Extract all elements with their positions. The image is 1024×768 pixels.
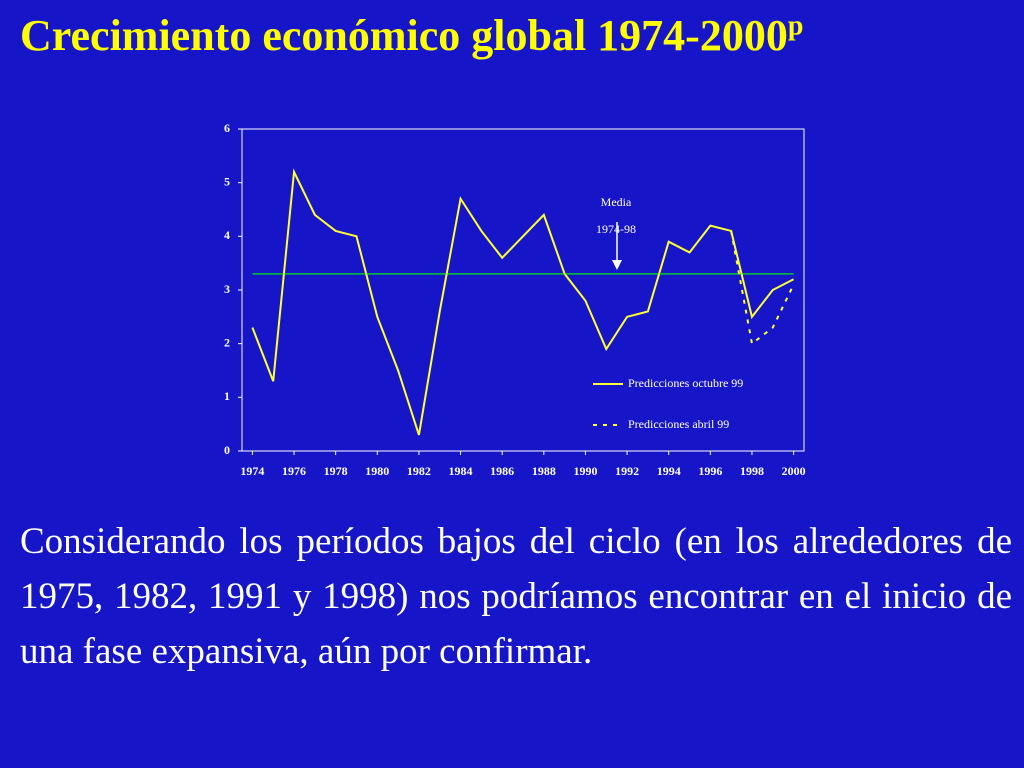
y-tick-label: 2	[224, 335, 230, 349]
y-tick-label: 6	[224, 121, 230, 135]
series-line	[251, 168, 795, 436]
legend-label: Predicciones abril 99	[628, 417, 729, 431]
x-tick-label: 1982	[407, 464, 431, 478]
annotation-arrowhead	[612, 260, 622, 270]
x-tick-label: 1996	[698, 464, 722, 478]
x-tick-label: 1974	[240, 464, 264, 478]
body-text: Considerando los períodos bajos del cicl…	[20, 521, 1012, 672]
y-tick-label: 1	[224, 389, 230, 403]
series-line	[730, 230, 795, 346]
x-tick-label: 1980	[365, 464, 389, 478]
slide-title: Crecimiento económico global 1974-2000p	[20, 10, 803, 61]
x-tick-label: 1978	[324, 464, 348, 478]
chart: 0 1 2 3 4 5 6 1974 1976 1978 1980 1982 1984 1986 1988 1…	[224, 121, 806, 478]
y-tick-label: 5	[224, 174, 230, 188]
x-tick-label: 1986	[490, 464, 514, 478]
x-tick-label: 1992	[615, 464, 639, 478]
title-text: Crecimiento económico global 1974-2000	[20, 11, 788, 60]
annotation: Media	[601, 195, 632, 209]
annotation: 1974-98	[596, 222, 636, 236]
x-tick-label: 1976	[282, 464, 306, 478]
title-superscript: p	[787, 10, 804, 42]
x-tick-label: 1998	[740, 464, 764, 478]
x-tick-label: 2000	[782, 464, 806, 478]
y-tick-label: 0	[224, 443, 230, 457]
x-tick-label: 1988	[532, 464, 556, 478]
legend-label: Predicciones octubre 99	[628, 376, 743, 390]
x-tick-label: 1984	[449, 464, 473, 478]
x-tick-label: 1994	[657, 464, 681, 478]
plot-area	[241, 128, 805, 452]
y-tick-label: 4	[224, 228, 230, 242]
y-tick-label: 3	[224, 282, 230, 296]
x-tick-label: 1990	[573, 464, 597, 478]
